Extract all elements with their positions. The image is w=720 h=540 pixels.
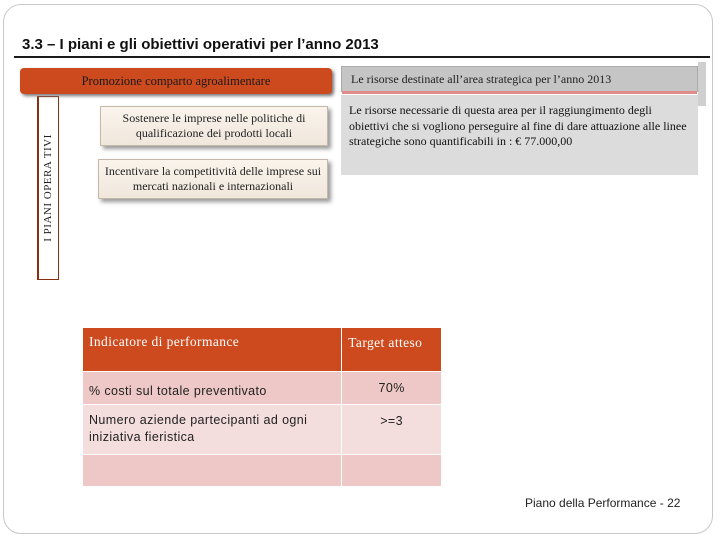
indicator-cell: Numero aziende partecipanti ad ogni iniz… [81, 404, 343, 455]
slide-title: 3.3 – I piani e gli obiettivi operativi … [22, 36, 379, 53]
title-divider [14, 56, 710, 58]
strategic-area-label: Promozione comparto agroalimentare [20, 68, 332, 94]
indicator-text [84, 456, 340, 466]
indicator-text: Numero aziende partecipanti ad ogni iniz… [89, 413, 308, 444]
resources-side-tab [698, 62, 706, 106]
resources-body: Le risorse necessarie di questa area per… [341, 95, 698, 175]
table-row: Numero aziende partecipanti ad ogni iniz… [81, 404, 442, 455]
vertical-label-box [37, 96, 59, 280]
table-header-row: Indicatore di performance Target atteso [81, 327, 442, 372]
resources-header: Le risorse destinate all’area strategica… [341, 66, 698, 94]
indicator-cell: % costi sul totale preventivato [81, 371, 343, 405]
target-cell [341, 454, 442, 487]
slide-footer: Piano della Performance - 22 [525, 496, 681, 510]
target-cell: 70% [341, 371, 442, 405]
performance-table: Indicatore di performance Target atteso … [81, 327, 442, 487]
target-value [343, 456, 440, 464]
header-indicator: Indicatore di performance [81, 327, 343, 372]
target-value: >=3 [380, 414, 403, 428]
indicator-cell [81, 454, 343, 487]
target-value: 70% [378, 381, 405, 395]
table-row: % costi sul totale preventivato 70% [81, 371, 442, 405]
header-target: Target atteso [341, 327, 442, 372]
vertical-label: I PIANI OPERA TIVI [42, 134, 54, 242]
target-cell: >=3 [341, 404, 442, 455]
objective-text-2: Incentivare la competitività delle impre… [104, 164, 322, 193]
objective-box-1: Sostenere le imprese nelle politiche di … [100, 106, 328, 146]
objective-box-2: Incentivare la competitività delle impre… [98, 159, 328, 199]
indicator-text: % costi sul totale preventivato [89, 384, 267, 398]
table-row [81, 454, 442, 487]
objective-text-1: Sostenere le imprese nelle politiche di … [122, 111, 306, 140]
